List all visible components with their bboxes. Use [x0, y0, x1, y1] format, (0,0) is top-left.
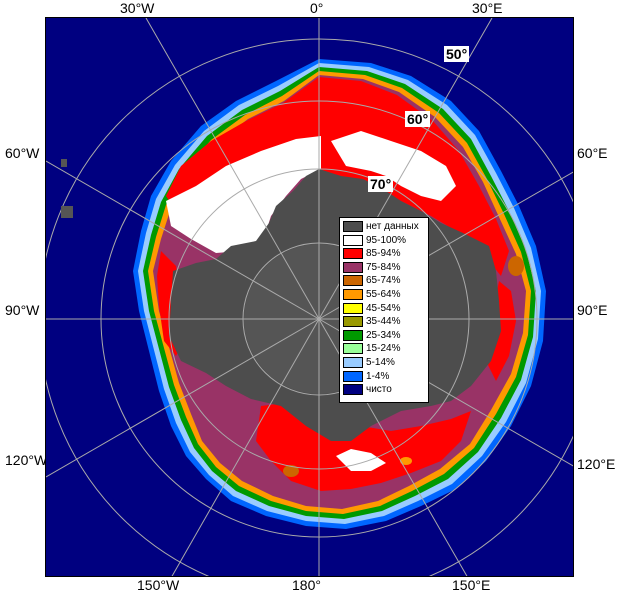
meridian-150w — [171, 318, 320, 576]
legend-row: 35-44% — [343, 315, 425, 328]
ice-65-74-spot-1 — [508, 256, 524, 276]
legend-row: чисто — [343, 383, 425, 396]
legend-swatch — [343, 275, 363, 287]
stray-land-pixel-1 — [61, 206, 73, 218]
concentration-legend: нет данных 95-100% 85-94% 75-84% 65-74% 55-64… — [339, 217, 429, 403]
ice-65-74-spot-3 — [283, 465, 299, 477]
legend-row: 5-14% — [343, 356, 425, 369]
lon-label-120e-right: 120°E — [577, 456, 616, 472]
ice-55-64-spot-1 — [400, 457, 412, 465]
sea-ice-map-graphic — [46, 18, 573, 576]
legend-swatch — [343, 384, 363, 396]
legend-label: 75-84% — [366, 261, 401, 273]
legend-row: 1-4% — [343, 370, 425, 383]
lon-label-150w-bottom: 150°W — [137, 577, 180, 593]
legend-label: 25-34% — [366, 329, 401, 341]
lon-label-120w-left: 120°W — [5, 452, 48, 468]
legend-rows: нет данных 95-100% 85-94% 75-84% 65-74% 55-64… — [343, 220, 425, 396]
lon-label-60w-left: 60°W — [5, 145, 40, 161]
ice-95-100-ross — [336, 449, 386, 471]
legend-row: 15-24% — [343, 342, 425, 355]
lon-label-30w-top: 30°W — [120, 0, 155, 16]
legend-label: чисто — [366, 384, 392, 396]
legend-row: 75-84% — [343, 261, 425, 274]
lat-label-50: 50° — [444, 46, 470, 62]
polar-map — [45, 17, 574, 577]
legend-label: 85-94% — [366, 248, 401, 260]
lon-label-150e-bottom: 150°E — [452, 577, 491, 593]
legend-label: 35-44% — [366, 316, 401, 328]
legend-row: 65-74% — [343, 274, 425, 287]
legend-swatch — [343, 329, 363, 341]
legend-swatch — [343, 302, 363, 314]
lat-label-60: 60° — [405, 111, 431, 127]
legend-label: 95-100% — [366, 234, 407, 246]
stray-land-pixel-2 — [61, 159, 67, 167]
meridian-30w — [145, 18, 320, 320]
ice-95-100-weddell — [166, 136, 321, 253]
lon-label-90e-right: 90°E — [577, 302, 608, 318]
legend-swatch — [343, 356, 363, 368]
legend-swatch — [343, 234, 363, 246]
lon-label-0-top: 0° — [310, 0, 324, 16]
legend-label: 65-74% — [366, 275, 401, 287]
legend-label: 45-54% — [366, 302, 401, 314]
legend-swatch — [343, 288, 363, 300]
ice-95-100-east — [331, 131, 456, 201]
legend-row: 55-64% — [343, 288, 425, 301]
legend-label: 1-4% — [366, 370, 390, 382]
legend-swatch — [343, 316, 363, 328]
meridian-60w — [46, 160, 320, 320]
legend-row: 25-34% — [343, 329, 425, 342]
legend-label: 55-64% — [366, 288, 401, 300]
lon-label-90w-left: 90°W — [5, 302, 40, 318]
lon-label-30e-top: 30°E — [472, 0, 503, 16]
legend-label: нет данных — [366, 221, 419, 232]
legend-swatch — [343, 221, 363, 232]
legend-row: 95-100% — [343, 234, 425, 247]
legend-label: 5-14% — [366, 356, 395, 368]
legend-row: 45-54% — [343, 302, 425, 315]
legend-swatch — [343, 261, 363, 273]
legend-row: 85-94% — [343, 247, 425, 260]
legend-label: 15-24% — [366, 343, 401, 355]
lon-label-180-bottom: 180° — [292, 577, 321, 593]
lon-label-60e-right: 60°E — [577, 145, 608, 161]
legend-swatch — [343, 248, 363, 260]
legend-swatch — [343, 370, 363, 382]
lat-label-70: 70° — [368, 176, 394, 192]
meridian-120w — [46, 318, 320, 478]
legend-swatch — [343, 343, 363, 355]
legend-row: нет данных — [343, 220, 425, 233]
